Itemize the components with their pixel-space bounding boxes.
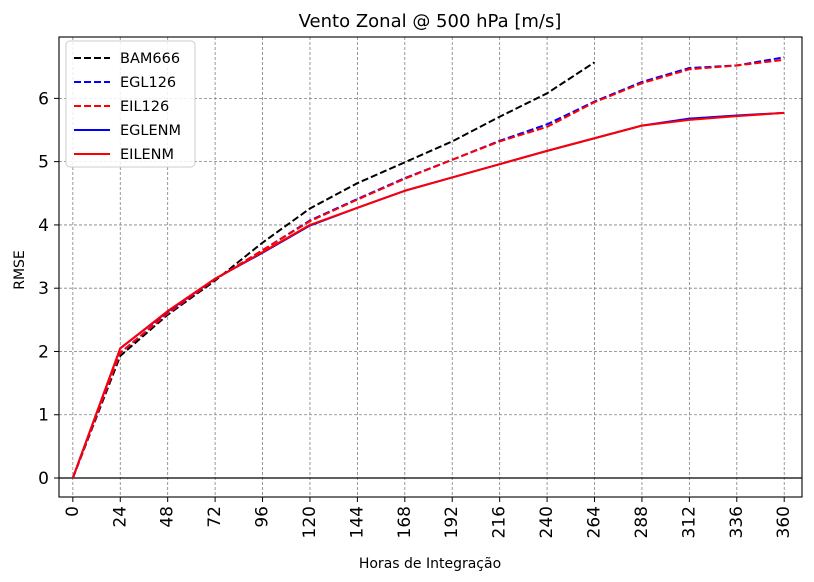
legend-label-eil126: EIL126 bbox=[120, 99, 169, 115]
x-tick-label: 144 bbox=[347, 506, 367, 538]
legend-label-eilenm: EILENM bbox=[120, 147, 174, 163]
y-tick-label: 5 bbox=[38, 153, 49, 173]
x-tick-label: 216 bbox=[490, 506, 510, 538]
y-axis-title: RMSE bbox=[12, 250, 28, 290]
x-axis-title: Horas de Integração bbox=[359, 556, 501, 572]
chart-title: Vento Zonal @ 500 hPa [m/s] bbox=[299, 11, 562, 32]
series-line-eilenm bbox=[71, 111, 785, 479]
x-tick-label: 24 bbox=[110, 506, 130, 528]
legend-label-eglenm: EGLENM bbox=[120, 123, 181, 139]
x-tick-label: 192 bbox=[442, 506, 462, 538]
series-line-bam666 bbox=[71, 61, 596, 479]
x-tick-label: 168 bbox=[395, 506, 415, 538]
x-tick-label: 120 bbox=[300, 506, 320, 538]
legend-label-bam666: BAM666 bbox=[120, 51, 180, 67]
series-line-eil126 bbox=[71, 58, 785, 479]
x-tick-label: 96 bbox=[253, 506, 273, 528]
x-tick-label: 72 bbox=[205, 506, 225, 528]
x-tick-label: 264 bbox=[585, 506, 605, 538]
y-tick-label: 0 bbox=[38, 469, 49, 489]
legend-box bbox=[65, 40, 196, 168]
plot-frame bbox=[58, 36, 803, 498]
y-tick-label: 6 bbox=[38, 89, 49, 109]
x-tick-label: 336 bbox=[727, 506, 747, 538]
x-tick-label: 0 bbox=[63, 506, 83, 517]
x-tick-label: 288 bbox=[632, 506, 652, 538]
x-tick-label: 312 bbox=[679, 506, 699, 538]
y-tick-label: 4 bbox=[38, 216, 49, 236]
y-tick-label: 3 bbox=[38, 279, 49, 299]
series-layer bbox=[71, 56, 785, 479]
y-tick-label: 1 bbox=[38, 406, 49, 426]
legend-label-egl126: EGL126 bbox=[120, 75, 176, 91]
x-tick-label: 240 bbox=[537, 506, 557, 538]
axis-ticks: 0 24 48 72 96 120 144 168 192 216 240 264 288 312 336 3… bbox=[38, 89, 794, 538]
x-tick-label: 360 bbox=[774, 506, 794, 538]
y-tick-label: 2 bbox=[38, 342, 49, 362]
x-tick-label: 48 bbox=[158, 506, 178, 528]
legend: BAM666 EGL126 EIL126 EGLENM EILENM bbox=[65, 40, 196, 168]
